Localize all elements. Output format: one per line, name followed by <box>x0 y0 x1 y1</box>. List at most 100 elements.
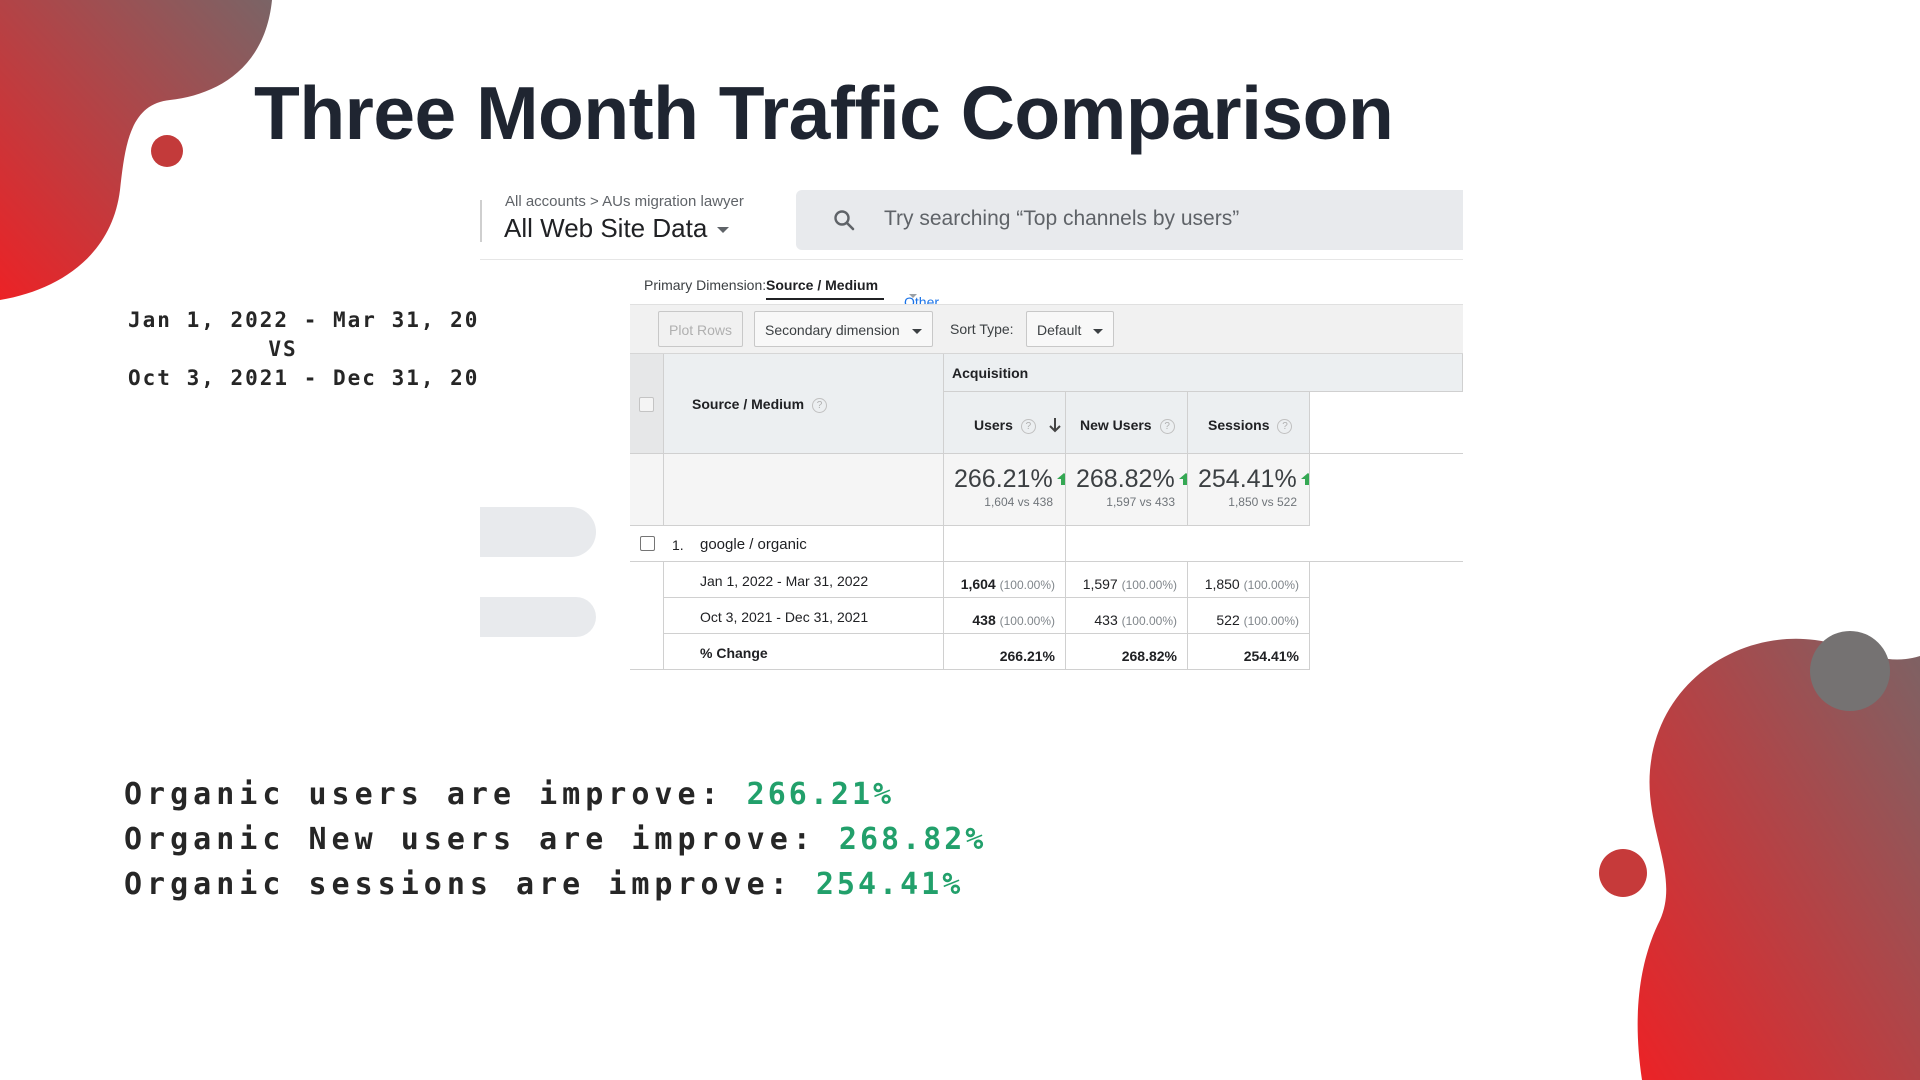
totals-sessions: 254.41% 1,850 vs 522 <box>1188 454 1310 526</box>
percent: (100.00%) <box>1243 614 1299 628</box>
column-header-users[interactable]: Users? <box>944 392 1066 454</box>
new-users-label: New Users <box>1080 417 1152 433</box>
primary-dimension-label: Primary Dimension: <box>644 277 767 293</box>
summary-line-new-users: Organic New users are improve: 268.82% <box>124 817 986 862</box>
totals-label-cell <box>664 454 944 526</box>
summary-text: Organic New users are improve: <box>124 822 839 857</box>
totals-change-value: 268.82% <box>1076 465 1175 493</box>
date-range-vs: VS <box>268 337 298 361</box>
header-checkbox-cell <box>630 354 664 454</box>
date-range-previous: Oct 3, 2021 - Dec 31, 2021 <box>128 366 509 390</box>
percent: (100.00%) <box>1243 578 1299 592</box>
sidebar: dium <box>480 260 630 743</box>
row-index: 1. <box>672 537 684 553</box>
data-table: Source / Medium? Acquisition Users? New … <box>630 354 1463 743</box>
sidebar-item[interactable] <box>480 597 596 637</box>
row-blank-cell <box>1066 526 1463 562</box>
plot-rows-button[interactable]: Plot Rows <box>658 311 744 347</box>
decorative-dot <box>1599 849 1647 897</box>
decorative-blob-bottom-right <box>1637 620 1920 1080</box>
arrow-up-icon <box>1300 473 1309 485</box>
period-value-new-users: 433 (100.00%) <box>1066 598 1188 634</box>
row-indent-cell <box>630 598 664 634</box>
change-value: 268.82% <box>1121 648 1177 664</box>
summary-value: 268.82% <box>838 822 987 857</box>
row-link-google-organic[interactable]: google / organic <box>700 536 807 553</box>
divider <box>480 200 482 242</box>
percent: (100.00%) <box>999 578 1055 592</box>
decorative-dot <box>1810 631 1890 711</box>
totals-compare: 1,597 vs 433 <box>1106 495 1175 509</box>
select-all-checkbox[interactable] <box>639 397 654 412</box>
column-header-label: New Users? <box>1080 417 1175 434</box>
value: 1,604 <box>960 576 996 592</box>
search-box[interactable]: Try searching “Top channels by users” <box>796 190 1463 250</box>
users-label: Users <box>974 417 1013 433</box>
search-icon <box>834 210 855 231</box>
search-input[interactable]: Try searching “Top channels by users” <box>884 207 1240 230</box>
row-indent-cell <box>630 634 664 670</box>
change-value: 254.41% <box>1243 648 1299 664</box>
active-underline <box>766 298 884 300</box>
view-selector-label: All Web Site Data <box>504 213 708 243</box>
value: 1,597 <box>1082 576 1118 592</box>
totals-compare: 1,604 vs 438 <box>984 495 1053 509</box>
row-checkbox[interactable] <box>640 536 655 551</box>
sort-descending-icon[interactable] <box>1048 417 1062 433</box>
view-selector[interactable]: All Web Site Data <box>504 213 730 244</box>
summary-line-sessions: Organic sessions are improve: 254.41% <box>124 862 986 907</box>
help-icon[interactable]: ? <box>1020 419 1036 434</box>
period-value-users: 438 (100.00%) <box>944 598 1066 634</box>
column-header-label: Sessions? <box>1208 417 1293 434</box>
column-header-label: Users? <box>974 417 1036 434</box>
primary-dimension-source-medium[interactable]: Source / Medium <box>766 277 879 293</box>
header-dimension-cell: Source / Medium? <box>664 354 944 454</box>
summary-value: 254.41% <box>815 867 964 902</box>
column-header-new-users[interactable]: New Users? <box>1066 392 1188 454</box>
summary-text: Organic users are improve: <box>124 777 747 812</box>
percent: (100.00%) <box>1121 614 1177 628</box>
help-icon[interactable]: ? <box>812 398 828 413</box>
period-label: Jan 1, 2022 - Mar 31, 2022 <box>700 573 869 589</box>
empty-header-cell <box>1310 392 1463 454</box>
analytics-header: All accounts > AUs migration lawyer All … <box>480 188 1463 260</box>
summary-line-users: Organic users are improve: 266.21% <box>124 772 986 817</box>
value: 433 <box>1094 612 1118 628</box>
sort-type-dropdown[interactable]: Default <box>1026 311 1115 347</box>
period-label-cell: Oct 3, 2021 - Dec 31, 2021 <box>664 598 944 634</box>
period-value-new-users: 1,597 (100.00%) <box>1066 562 1188 598</box>
arrow-up-icon <box>1056 473 1065 485</box>
analytics-screenshot: All accounts > AUs migration lawyer All … <box>480 188 1463 743</box>
percent: (100.00%) <box>1121 578 1177 592</box>
secondary-dimension-dropdown[interactable]: Secondary dimension <box>754 311 933 347</box>
change-value: 266.21% <box>999 648 1055 664</box>
decorative-dot <box>151 135 183 167</box>
totals-change: 268.82% <box>1076 465 1187 494</box>
percent: (100.00%) <box>999 614 1055 628</box>
date-range: Jan 1, 2022 - Mar 31, 2022 VS Oct 3, 202… <box>128 306 509 393</box>
change-users: 266.21% <box>944 634 1066 670</box>
value: 1,850 <box>1204 576 1240 592</box>
totals-checkbox-cell <box>630 454 664 526</box>
chevron-down-icon <box>909 294 917 298</box>
sidebar-item[interactable] <box>480 507 596 557</box>
change-label: % Change <box>700 645 768 661</box>
column-header-sessions[interactable]: Sessions? <box>1188 392 1310 454</box>
period-value-users: 1,604 (100.00%) <box>944 562 1066 598</box>
row-indent-cell <box>630 562 664 598</box>
row-dimension-cell: 1. google / organic <box>664 526 944 562</box>
totals-change: 254.41% <box>1198 465 1309 494</box>
help-icon[interactable]: ? <box>1277 419 1293 434</box>
dimension-header[interactable]: Source / Medium? <box>692 396 828 413</box>
sessions-label: Sessions <box>1208 417 1270 433</box>
totals-change-value: 254.41% <box>1198 465 1297 493</box>
period-label: Oct 3, 2021 - Dec 31, 2021 <box>700 609 869 625</box>
period-value-sessions: 1,850 (100.00%) <box>1188 562 1310 598</box>
help-icon[interactable]: ? <box>1159 419 1175 434</box>
totals-new-users: 268.82% 1,597 vs 433 <box>1066 454 1188 526</box>
breadcrumb[interactable]: All accounts > AUs migration lawyer <box>505 193 744 210</box>
totals-users: 266.21% 1,604 vs 438 <box>944 454 1066 526</box>
totals-change-value: 266.21% <box>954 465 1053 493</box>
primary-dimension-bar: Primary Dimension: Source / Medium Other <box>630 260 1463 310</box>
date-range-current: Jan 1, 2022 - Mar 31, 2022 <box>128 308 509 332</box>
